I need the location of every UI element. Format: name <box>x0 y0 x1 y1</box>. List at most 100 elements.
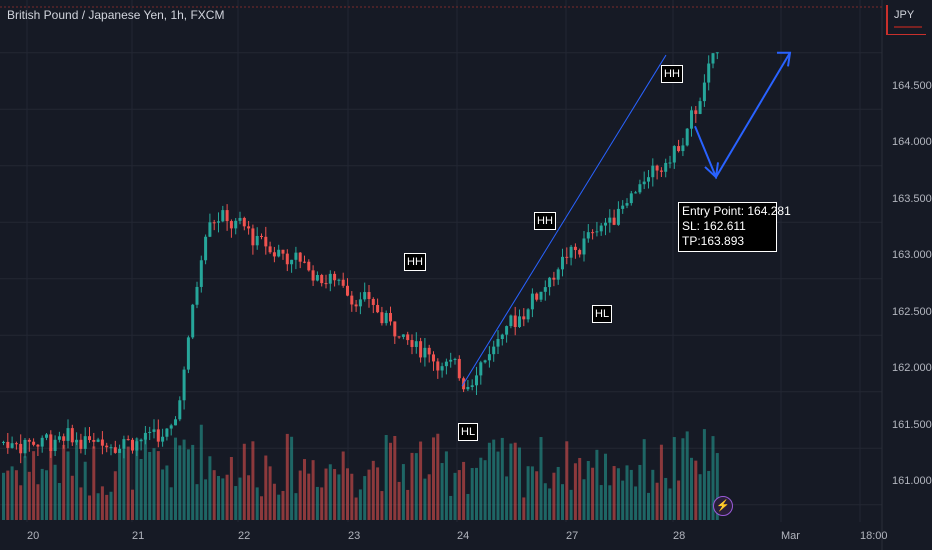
volume-bar <box>672 437 676 520</box>
volume-bar <box>496 451 500 520</box>
volume-bar <box>152 448 156 520</box>
volume-bar <box>664 477 668 520</box>
candle-body <box>156 429 160 442</box>
currency-badge[interactable]: JPY <box>886 5 926 35</box>
volume-bar <box>582 479 586 520</box>
candle-body <box>457 358 461 379</box>
candle-body <box>324 283 328 285</box>
volume-bar <box>410 452 414 520</box>
lightning-icon[interactable]: ⚡ <box>713 496 733 516</box>
x-tick-label: 23 <box>348 530 361 542</box>
candle-body <box>681 145 685 152</box>
volume-bar <box>100 486 104 520</box>
candle-body <box>6 441 10 448</box>
candle-body <box>586 232 590 239</box>
y-tick-label: 163.000 <box>892 249 932 261</box>
candle-body <box>552 277 556 280</box>
candle-body <box>487 354 491 361</box>
candle-body <box>70 428 74 443</box>
y-tick-label: 162.500 <box>892 306 932 318</box>
candle-body <box>303 261 306 263</box>
candle-body <box>677 146 681 152</box>
volume-bar <box>414 453 418 520</box>
candle-body <box>702 82 706 102</box>
trade-info-box[interactable]: Entry Point: 164.281 SL: 162.611 TP:163.… <box>678 202 791 252</box>
candle-body <box>328 273 332 284</box>
volume-bar <box>62 444 66 520</box>
candle-body <box>27 439 31 442</box>
candle-body <box>535 293 539 300</box>
volume-bar <box>595 449 599 520</box>
volume-bar <box>2 472 5 520</box>
volume-bar <box>45 470 48 520</box>
candle-body <box>694 110 698 114</box>
candle-body <box>475 375 478 386</box>
candle-body <box>79 439 83 449</box>
candle-body <box>53 439 57 451</box>
candle-body <box>242 217 246 227</box>
volume-bar <box>500 437 504 520</box>
candle-body <box>333 273 337 281</box>
volume-bar <box>479 457 483 520</box>
volume-bar <box>647 492 650 520</box>
volume-bar <box>221 478 225 520</box>
candle-body <box>62 436 66 441</box>
candle-body <box>384 313 388 324</box>
volume-bar <box>131 489 134 520</box>
candle-body <box>75 439 79 443</box>
label-hl-2[interactable]: HL <box>592 305 613 323</box>
candle-body <box>513 315 517 328</box>
volume-bar <box>483 460 487 520</box>
volume-bar <box>186 449 190 520</box>
volume-bar <box>591 467 595 520</box>
candle-body <box>264 236 268 247</box>
volume-bar <box>690 457 693 520</box>
candle-body <box>604 222 607 226</box>
x-tick-label: 22 <box>238 530 251 542</box>
candle-body <box>664 162 668 172</box>
candle-body <box>105 445 109 448</box>
volume-bar <box>83 461 87 520</box>
volume-bar <box>277 494 281 520</box>
candle-body <box>625 203 629 206</box>
candle-body <box>10 443 14 448</box>
volume-bar <box>659 444 663 520</box>
candle-body <box>530 293 534 310</box>
volume-bar <box>599 485 603 520</box>
volume-bar <box>526 466 530 520</box>
candle-body <box>440 366 444 371</box>
candle-body <box>152 429 156 432</box>
label-hl-1[interactable]: HL <box>458 423 479 441</box>
candle-body <box>389 313 392 322</box>
label-hh-2[interactable]: HH <box>534 212 556 230</box>
candle-body <box>204 236 208 261</box>
x-tick-label: 28 <box>673 530 686 542</box>
candle-body <box>711 53 715 64</box>
candle-body <box>277 249 281 257</box>
volume-bar <box>556 466 560 520</box>
candle-body <box>92 440 96 442</box>
volume-bar <box>625 465 629 520</box>
y-tick-label: 164.500 <box>892 80 932 92</box>
volume-bar <box>565 441 569 520</box>
x-tick-label: Mar <box>781 530 800 542</box>
volume-bar <box>178 445 182 520</box>
volume-bar <box>346 468 349 520</box>
candle-body <box>444 361 448 367</box>
candle-body <box>427 347 431 355</box>
candle-body <box>285 253 289 265</box>
candle-body <box>500 334 504 340</box>
trend-line <box>461 54 667 387</box>
candle-body <box>616 208 620 225</box>
volume-bar <box>634 486 638 520</box>
candle-body <box>582 238 586 255</box>
volume-bar <box>79 487 83 520</box>
candle-body <box>621 205 625 209</box>
candle-body <box>659 170 663 172</box>
volume-bar <box>333 469 337 520</box>
label-hh-3[interactable]: HH <box>661 65 683 83</box>
label-hh-1[interactable]: HH <box>404 253 426 271</box>
candle-body <box>492 346 496 355</box>
candle-body <box>40 437 44 447</box>
